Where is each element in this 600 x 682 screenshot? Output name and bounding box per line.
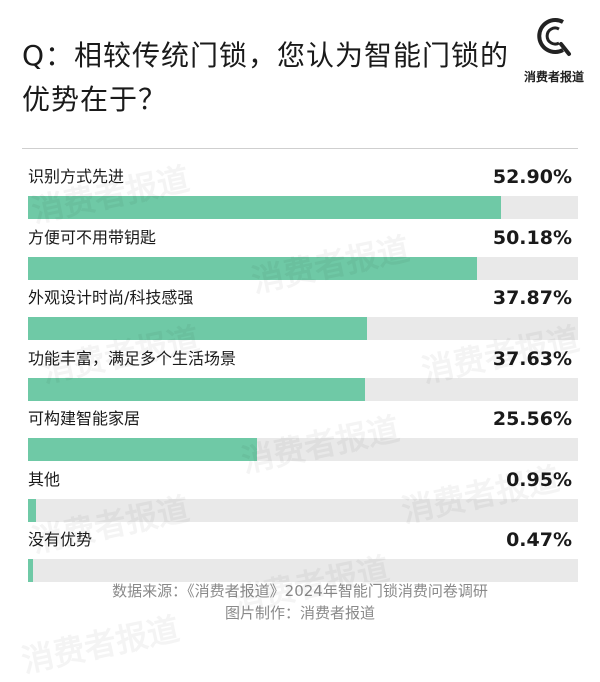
category-label: 识别方式先进 — [28, 167, 125, 186]
brand-logo: 消费者报道 — [520, 14, 588, 90]
bar — [28, 559, 33, 582]
credit-note: 图片制作：消费者报道 — [224, 604, 375, 622]
category-label: 可构建智能家居 — [28, 409, 141, 428]
value-label: 50.18% — [492, 226, 572, 249]
value-label: 37.87% — [492, 287, 572, 309]
bar-row: 没有优势 0.47% — [28, 529, 578, 585]
bar-track — [28, 196, 578, 219]
bar — [28, 498, 37, 522]
bar-track — [28, 498, 578, 522]
bar-track — [28, 377, 578, 401]
bar-row: 功能丰富，满足多个生活场景 37.63% — [28, 348, 578, 404]
bar-track — [28, 438, 578, 461]
value-label: 0.47% — [506, 529, 572, 551]
value-label: 52.90% — [492, 166, 572, 188]
bar — [28, 377, 365, 401]
source-note: 数据来源：《消费者报道》2024年智能门锁消费问卷调研 — [112, 582, 488, 600]
chart-title: Q：相较传统门锁，您认为智能门锁的优势在于？ — [22, 39, 510, 116]
bar — [28, 317, 367, 340]
bar-row: 其他 0.95% — [28, 469, 578, 525]
value-label: 37.63% — [492, 347, 572, 370]
bar-row: 外观设计时尚/科技感强 37.87% — [28, 287, 578, 343]
bar — [28, 256, 477, 280]
value-label: 0.95% — [506, 468, 572, 491]
category-label: 外观设计时尚/科技感强 — [28, 288, 194, 307]
title-divider — [22, 148, 578, 149]
category-label: 功能丰富，满足多个生活场景 — [28, 348, 237, 368]
bar-track — [28, 559, 578, 582]
bar — [28, 438, 257, 461]
bar-row: 可构建智能家居 25.56% — [28, 408, 578, 464]
source-footer: 数据来源：《消费者报道》2024年智能门锁消费问卷调研 图片制作：消费者报道 — [0, 580, 600, 624]
bar-track — [28, 256, 578, 280]
category-label: 方便可不用带钥匙 — [28, 227, 157, 247]
category-label: 没有优势 — [28, 530, 93, 549]
bar — [28, 196, 502, 219]
bar-row: 识别方式先进 52.90% — [28, 166, 578, 222]
value-label: 25.56% — [492, 408, 572, 430]
brand-mark-icon — [537, 18, 571, 56]
brand-logo-text: 消费者报道 — [523, 70, 584, 84]
bar-row: 方便可不用带钥匙 50.18% — [28, 227, 578, 283]
category-label: 其他 — [28, 469, 61, 489]
bar-track — [28, 317, 578, 340]
